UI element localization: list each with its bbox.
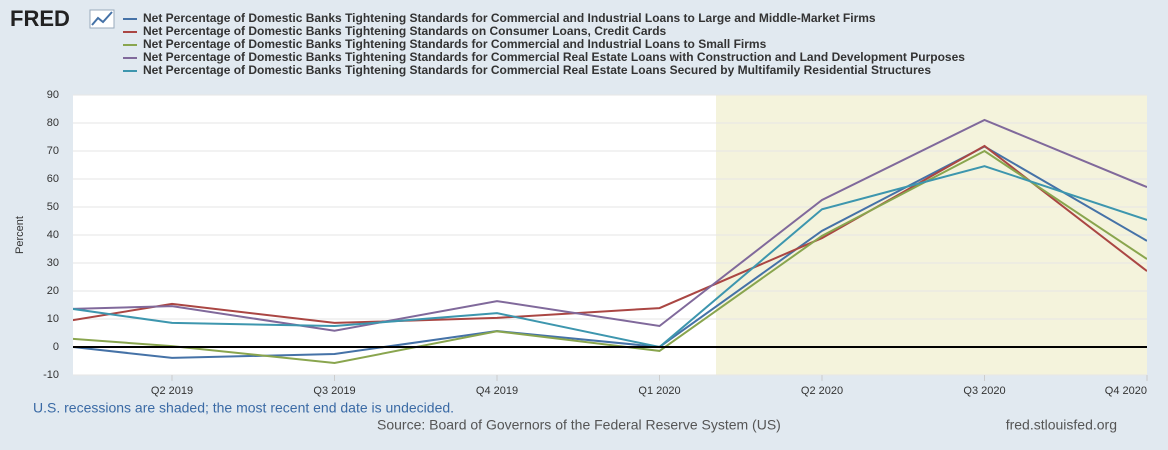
lines [73,118,1147,364]
legend-label: Net Percentage of Domestic Banks Tighten… [143,24,667,38]
logo-icon [89,9,115,29]
y-tick-label: 50 [47,201,59,213]
y-tick-label: 90 [47,89,59,101]
x-tick-label: Q3 2020 [963,385,1005,397]
x-tick-label: Q4 2019 [476,385,518,397]
x-tick-label: Q3 2019 [313,385,355,397]
site: fred.stlouisfed.org [1006,417,1117,433]
series-line [73,165,1147,349]
y-tick-label: 40 [47,229,59,241]
y-tick-label: -10 [43,369,59,381]
legend-label: Net Percentage of Domestic Banks Tighten… [143,50,965,64]
x-tick-label: Q2 2019 [151,385,193,397]
series-line [73,118,1147,332]
y-tick-label: 10 [47,313,59,325]
y-tick-label: 20 [47,285,59,297]
y-tick-label: 30 [47,257,59,269]
x-tick-label: Q1 2020 [638,385,680,397]
x-tick-label: Q4 2020 [1105,385,1147,397]
logo-line [91,11,113,26]
y-axis-label: Percent [14,216,26,254]
logo: FRED [10,6,70,31]
legend-label: Net Percentage of Domestic Banks Tighten… [143,37,767,51]
legend-label: Net Percentage of Domestic Banks Tighten… [143,11,876,25]
legend-label: Net Percentage of Domestic Banks Tighten… [143,63,931,77]
series-line [73,149,1147,364]
y-tick-label: 70 [47,145,59,157]
y-tick-label: 0 [53,341,59,353]
y-tick-label: 80 [47,117,59,129]
source: Source: Board of Governors of the Federa… [377,417,781,433]
x-tick-label: Q2 2020 [801,385,843,397]
note: U.S. recessions are shaded; the most rec… [33,400,454,416]
y-tick-label: 60 [47,173,59,185]
